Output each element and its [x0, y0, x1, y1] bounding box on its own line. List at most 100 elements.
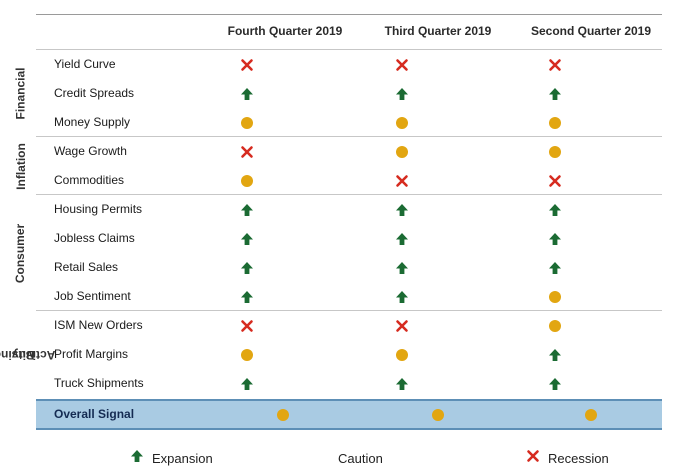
overall-signal-q2	[579, 401, 603, 428]
caution-dot-icon	[585, 408, 597, 421]
indicator-label: Housing Permits	[54, 202, 143, 216]
expansion-arrow-icon	[241, 203, 253, 216]
indicator-label: Profit Margins	[54, 347, 129, 361]
caution-dot-icon	[396, 145, 408, 158]
caution-dot-icon	[549, 290, 561, 303]
signal-cell	[235, 195, 259, 224]
column-header-q2-2019: Second Quarter 2019	[530, 24, 652, 38]
group-label-line: Activity	[12, 348, 56, 362]
signal-cell	[235, 224, 259, 253]
signal-cell	[235, 137, 259, 166]
expansion-arrow-icon	[131, 449, 143, 462]
indicator-row: ISM New Orders	[36, 311, 662, 340]
overall-signal-row: Overall Signal	[36, 399, 662, 430]
recession-x-icon	[396, 319, 408, 332]
signal-cell	[390, 282, 414, 311]
indicator-row: Truck Shipments	[36, 369, 662, 398]
signal-cell	[390, 340, 414, 369]
signal-cell	[390, 195, 414, 224]
indicator-label: Yield Curve	[54, 57, 116, 71]
recession-x-icon	[241, 58, 253, 71]
indicator-label: Credit Spreads	[54, 86, 135, 100]
recession-x-icon	[549, 174, 561, 187]
signal-cell	[390, 50, 414, 79]
caution-dot-icon	[549, 116, 561, 129]
group-divider	[36, 49, 662, 50]
recession-icon	[526, 449, 540, 468]
expansion-arrow-icon	[396, 203, 408, 216]
signal-cell	[543, 137, 567, 166]
signal-cell	[390, 311, 414, 340]
expansion-arrow-icon	[241, 232, 253, 245]
signal-cell	[543, 79, 567, 108]
recession-x-icon	[527, 449, 539, 462]
indicator-label: Jobless Claims	[54, 231, 135, 245]
signal-cell	[390, 79, 414, 108]
expansion-arrow-icon	[549, 232, 561, 245]
indicator-row: Money Supply	[36, 108, 662, 137]
signal-cell	[543, 108, 567, 137]
indicator-row: Housing Permits	[36, 195, 662, 224]
group-label-text: Consumer	[13, 223, 28, 283]
signal-cell	[390, 108, 414, 137]
signal-cell	[543, 195, 567, 224]
signal-cell	[390, 166, 414, 195]
column-header-q4-2019: Fourth Quarter 2019	[227, 24, 343, 38]
signal-cell	[543, 340, 567, 369]
signal-cell	[390, 224, 414, 253]
legend-caution: Caution	[330, 446, 383, 470]
caution-dot-icon	[396, 348, 408, 361]
indicator-label: ISM New Orders	[54, 318, 143, 332]
indicator-label: Money Supply	[54, 115, 131, 129]
indicator-row: Profit Margins	[36, 340, 662, 369]
indicator-row: Jobless Claims	[36, 224, 662, 253]
recession-x-icon	[241, 145, 253, 158]
caution-dot-icon	[241, 116, 253, 129]
signal-cell	[390, 253, 414, 282]
signal-cell	[235, 108, 259, 137]
expansion-arrow-icon	[396, 290, 408, 303]
expansion-icon	[130, 449, 144, 468]
signal-cell	[543, 224, 567, 253]
indicator-row: Yield Curve	[36, 50, 662, 79]
signal-cell	[235, 340, 259, 369]
group-label-text: BusinessActivity	[0, 328, 56, 381]
legend-expansion-label: Expansion	[152, 450, 213, 466]
signal-cell	[235, 50, 259, 79]
group-label: Consumer	[4, 195, 38, 311]
caution-dot-icon	[549, 319, 561, 332]
recession-x-icon	[396, 58, 408, 71]
caution-dot-icon	[549, 145, 561, 158]
signal-cell	[543, 282, 567, 311]
overall-signal-q4	[271, 401, 295, 428]
group-label-text: Financial	[13, 67, 28, 120]
column-header-q3-2019: Third Quarter 2019	[384, 24, 492, 38]
group-label: BusinessActivity	[0, 311, 56, 398]
expansion-arrow-icon	[241, 290, 253, 303]
signal-cell	[235, 253, 259, 282]
legend-recession: Recession	[526, 446, 609, 470]
group-divider	[36, 310, 662, 311]
expansion-arrow-icon	[549, 377, 561, 390]
expansion-arrow-icon	[549, 87, 561, 100]
expansion-arrow-icon	[241, 261, 253, 274]
indicator-row: Wage Growth	[36, 137, 662, 166]
expansion-arrow-icon	[549, 261, 561, 274]
group-label: Financial	[4, 50, 38, 137]
signal-cell	[235, 79, 259, 108]
indicator-label: Truck Shipments	[54, 376, 144, 390]
signal-cell	[543, 369, 567, 398]
expansion-arrow-icon	[396, 87, 408, 100]
overall-signal-q3	[426, 401, 450, 428]
indicator-row: Retail Sales	[36, 253, 662, 282]
caution-dot-icon	[432, 408, 444, 421]
signal-cell	[235, 311, 259, 340]
signal-cell	[543, 166, 567, 195]
expansion-arrow-icon	[396, 261, 408, 274]
signal-cell	[543, 253, 567, 282]
expansion-arrow-icon	[549, 348, 561, 361]
overall-signal-label: Overall Signal	[54, 407, 135, 421]
indicator-label: Wage Growth	[54, 144, 127, 158]
group-label-text: Inflation	[13, 142, 28, 190]
indicator-label: Retail Sales	[54, 260, 119, 274]
